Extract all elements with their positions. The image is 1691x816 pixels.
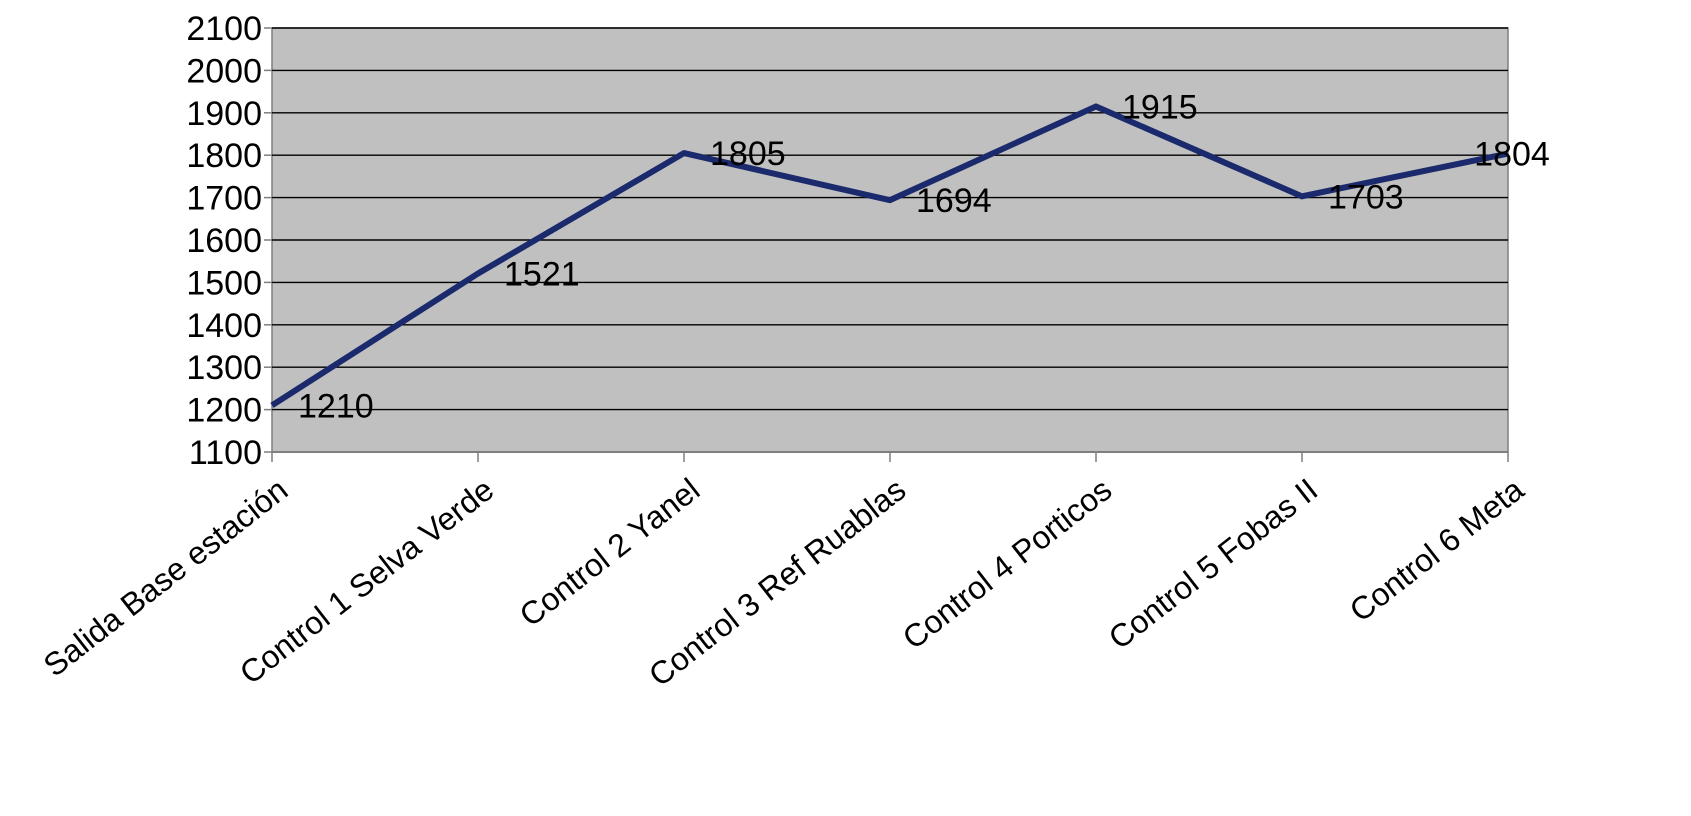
y-tick-label: 1200 xyxy=(186,392,262,430)
x-category-label: Control 6 Meta xyxy=(1343,471,1531,629)
y-tick-label: 1500 xyxy=(186,264,262,302)
y-tick-label: 1800 xyxy=(186,137,262,175)
series-line xyxy=(270,103,1509,408)
data-label: 1915 xyxy=(1122,88,1198,126)
y-tick-label: 1900 xyxy=(186,95,262,133)
gridlines xyxy=(264,27,1508,453)
y-tick-label: 1700 xyxy=(186,180,262,218)
x-category-label: Control 4 Porticos xyxy=(896,471,1119,656)
x-axis-ticks xyxy=(271,452,1509,462)
data-label: 1694 xyxy=(916,182,992,220)
y-axis-tick-labels: 1100 1200 1300 1400 1500 1600 1700 1800 1900 2000… xyxy=(186,10,262,472)
x-category-label: Control 5 Fobas II xyxy=(1102,471,1325,656)
y-tick-label: 2100 xyxy=(186,10,262,48)
data-label: 1210 xyxy=(298,387,374,425)
y-tick-label: 2000 xyxy=(186,52,262,90)
data-label: 1804 xyxy=(1474,136,1550,174)
y-tick-label: 1400 xyxy=(186,307,262,345)
y-tick-label: 1300 xyxy=(186,349,262,387)
y-tick-label: 1600 xyxy=(186,222,262,260)
data-label: 1703 xyxy=(1328,178,1404,216)
y-tick-label: 1100 xyxy=(189,434,262,472)
data-label: 1805 xyxy=(710,135,786,173)
data-labels: 1210 1521 1805 1694 1915 1703 1804 xyxy=(298,88,1550,425)
x-category-label: Control 2 Yanel xyxy=(513,471,707,633)
data-label: 1521 xyxy=(504,255,580,293)
